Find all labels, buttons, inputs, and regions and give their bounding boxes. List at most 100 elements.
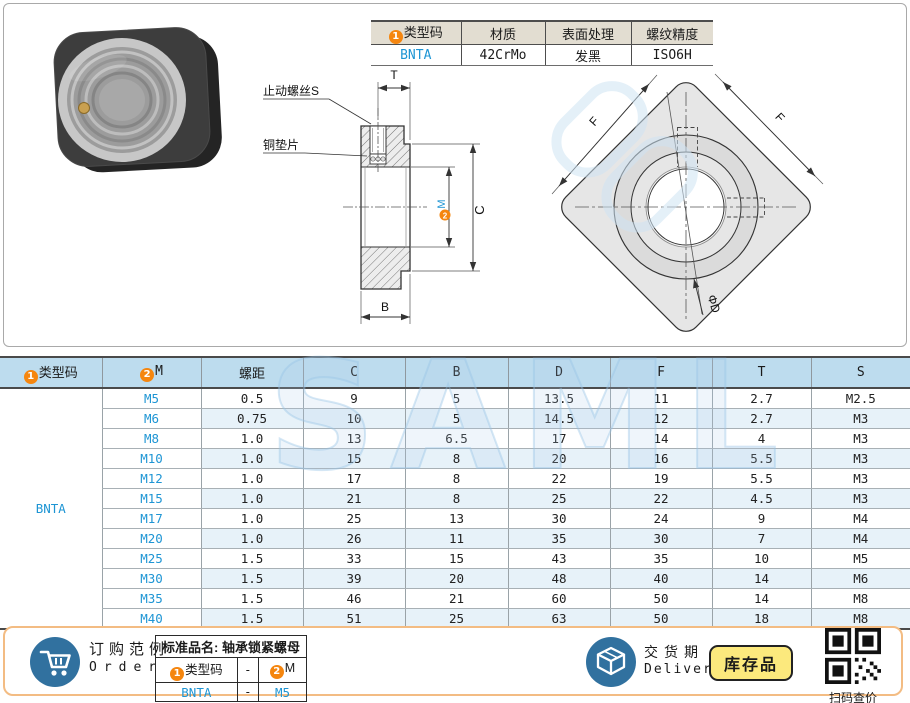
order-example-label: 订购范例 Order — [89, 641, 169, 677]
table-row: M17 1.0 25 13 30 24 9 M4 — [0, 508, 910, 529]
cell-f: 19 — [609, 468, 712, 489]
qr-code[interactable] — [825, 628, 881, 684]
cell-t: 10 — [711, 548, 811, 569]
thread-line — [70, 50, 174, 150]
cell-c: 10 — [302, 408, 405, 429]
cell-t: 2.7 — [711, 408, 811, 429]
cell-b: 8 — [404, 448, 508, 469]
dim-label-f-right: F — [772, 110, 787, 125]
dim-label-b: B — [381, 300, 389, 314]
dim-label-m: M — [436, 199, 448, 208]
table-row: M15 1.0 21 8 25 22 4.5 M3 — [0, 488, 910, 509]
delivery-box-icon — [586, 637, 636, 687]
qr-code-block[interactable]: 扫码查价 — [821, 628, 885, 703]
spec-value-typecode[interactable]: BNTA — [371, 44, 461, 66]
circled-1-badge: 1 — [388, 30, 403, 44]
cell-t: 2.7 — [711, 388, 811, 409]
cell-m[interactable]: M5 — [101, 388, 201, 409]
spec-header-material: 材质 — [460, 20, 545, 45]
cell-b: 6.5 — [404, 428, 508, 449]
cell-m[interactable]: M20 — [101, 528, 201, 549]
size-table-body: BNTA M5 0.5 9 5 13.5 11 2.7 M2.5 M6 0.75 10 5 14.5 12 2… — [0, 388, 910, 630]
cell-m[interactable]: M6 — [101, 408, 201, 429]
table-row: M25 1.5 33 15 43 35 10 M5 — [0, 548, 910, 569]
circled-2-badge — [439, 209, 451, 221]
cell-m[interactable]: M12 — [101, 468, 201, 489]
cell-c: 46 — [302, 588, 405, 609]
type-code-cell[interactable]: BNTA — [0, 388, 102, 630]
order-value-m[interactable]: M5 — [258, 682, 307, 702]
cell-f: 24 — [609, 508, 712, 529]
stock-item-badge: 库存品 — [709, 645, 794, 681]
cell-s: M4 — [810, 528, 910, 549]
cell-t: 4 — [711, 428, 811, 449]
spec-header-surface: 表面处理 — [544, 20, 631, 45]
order-value-typecode[interactable]: BNTA — [155, 682, 238, 702]
badge-number: 2 — [443, 212, 448, 221]
cell-c: 17 — [302, 468, 405, 489]
order-col-typecode: 1 类型码 — [155, 657, 238, 683]
delivery-cn: 交货期 — [644, 644, 704, 660]
cell-s: M3 — [810, 428, 910, 449]
spec-header-typecode: 1 类型码 — [371, 20, 461, 45]
order-dash: - — [236, 682, 260, 702]
cell-s: M8 — [810, 588, 910, 609]
cell-m[interactable]: M17 — [101, 508, 201, 529]
table-row: M10 1.0 15 8 20 16 5.5 M3 — [0, 448, 910, 469]
order-col-label: M — [284, 661, 296, 675]
cell-f: 14 — [609, 428, 712, 449]
circled-1-badge: 1 — [170, 667, 185, 681]
cell-b: 11 — [404, 528, 508, 549]
table-row: M12 1.0 17 8 22 19 5.5 M3 — [0, 468, 910, 489]
cell-m[interactable]: M8 — [101, 428, 201, 449]
cell-m[interactable]: M15 — [101, 488, 201, 509]
cell-m[interactable]: M35 — [101, 588, 201, 609]
spec-value-surface: 发黑 — [544, 44, 631, 66]
dim-line-f-right — [722, 81, 816, 177]
cell-m[interactable]: M10 — [101, 448, 201, 469]
header-c: C — [302, 356, 405, 389]
washer-dot — [380, 156, 386, 162]
table-row: M35 1.5 46 21 60 50 14 M8 — [0, 588, 910, 609]
cell-f: 50 — [609, 588, 712, 609]
cell-d: 60 — [507, 588, 610, 609]
table-row: M6 0.75 10 5 14.5 12 2.7 M3 — [0, 408, 910, 429]
order-table-value-row: BNTA - M5 — [155, 682, 307, 702]
cell-b: 13 — [404, 508, 508, 529]
cell-s: M3 — [810, 408, 910, 429]
spec-header-label: 类型码 — [403, 25, 443, 40]
nut-outline — [360, 125, 411, 290]
cell-d: 13.5 — [507, 388, 610, 409]
cell-m[interactable]: M25 — [101, 548, 201, 569]
cell-c: 26 — [302, 528, 405, 549]
order-example-cn: 订购范例 — [89, 641, 170, 658]
header-pitch: 螺距 — [200, 356, 303, 389]
cell-d: 14.5 — [507, 408, 610, 429]
header-label: M — [155, 363, 163, 379]
header-b: B — [404, 356, 508, 389]
thread-core — [99, 79, 145, 121]
standard-product-name: 标准品名: 轴承锁紧螺母 — [155, 635, 307, 658]
cell-pitch: 1.0 — [200, 468, 303, 489]
cell-d: 30 — [507, 508, 610, 529]
cell-b: 5 — [404, 388, 508, 409]
cell-pitch: 1.0 — [200, 428, 303, 449]
washer-dot — [370, 156, 376, 162]
cell-m[interactable]: M30 — [101, 568, 201, 589]
cell-pitch: 1.0 — [200, 528, 303, 549]
side-section-drawing: T C 2 M B 止动螺丝S 铜垫片 — [263, 68, 487, 324]
brass-set-screw — [78, 102, 90, 114]
product-overview-section: 1 类型码 材质 表面处理 螺纹精度 BNTA 42CrMo 发黑 ISO6H — [3, 3, 907, 347]
cell-s: M2.5 — [810, 388, 910, 409]
cell-c: 51 — [302, 608, 405, 630]
cell-c: 9 — [302, 388, 405, 409]
table-row: M8 1.0 13 6.5 17 14 4 M3 — [0, 428, 910, 449]
header-typecode: 1 类型码 — [0, 356, 102, 389]
cell-pitch: 0.5 — [200, 388, 303, 409]
spec-value-material: 42CrMo — [460, 44, 545, 66]
cell-c: 15 — [302, 448, 405, 469]
cell-f: 16 — [609, 448, 712, 469]
d-arrow — [693, 278, 704, 316]
cell-f: 11 — [609, 388, 712, 409]
